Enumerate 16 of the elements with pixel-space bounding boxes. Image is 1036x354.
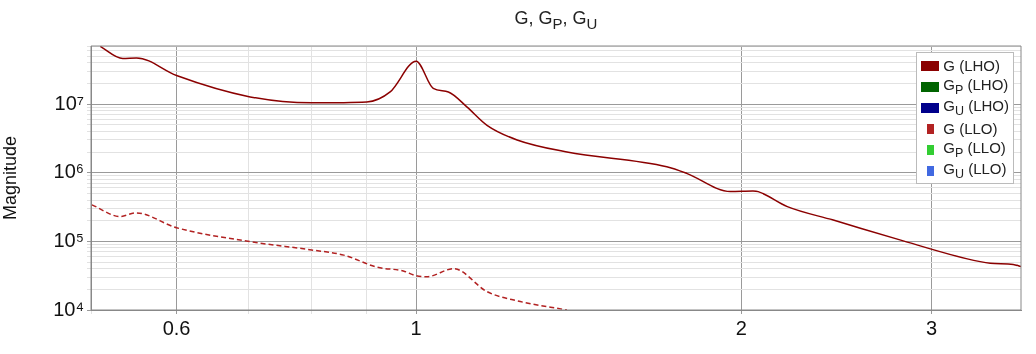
x-tick-label: 0.6	[162, 316, 191, 339]
legend-label: G$_{P}$ (LLO)	[943, 139, 1006, 160]
x-tick-label: 2	[735, 316, 747, 339]
x-tick-label: 1	[410, 316, 422, 339]
legend-label: G$_{U}$ (LLO)	[943, 160, 1007, 181]
x-tick-label: 3	[926, 316, 938, 339]
legend-label: G (LHO)	[943, 57, 1000, 74]
y-tick-label: 10⁶	[53, 160, 84, 183]
y-tick-label: 10⁵	[53, 228, 84, 251]
y-tick-label: 10⁷	[54, 91, 84, 114]
chart-title: G, G$_{P}$, G$_{U}$	[513, 8, 599, 32]
legend-label: G (LLO)	[943, 120, 998, 137]
legend-label: G$_{P}$ (LHO)	[943, 76, 1009, 97]
y-axis-title: Magnitude	[0, 135, 20, 221]
legend-label: G$_{U}$ (LHO)	[943, 97, 1009, 118]
y-tick-label: 10⁴	[53, 297, 84, 320]
